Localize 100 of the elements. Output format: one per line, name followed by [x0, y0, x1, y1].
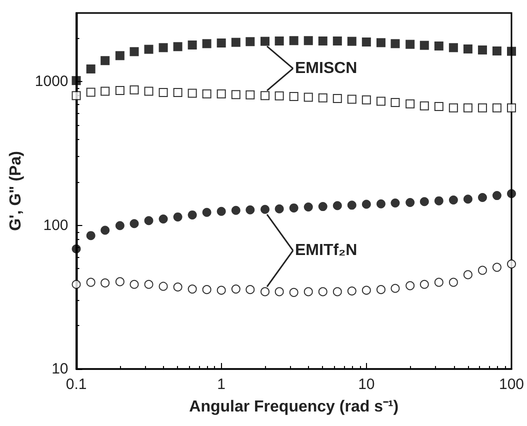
point: [260, 287, 270, 296]
point: [100, 226, 110, 235]
point: [376, 38, 386, 48]
point: [318, 36, 328, 46]
point: [246, 285, 255, 294]
point: [115, 86, 124, 96]
point: [202, 39, 212, 48]
point: [448, 195, 458, 204]
point: [448, 278, 458, 287]
point: [492, 262, 502, 272]
point: [347, 94, 356, 104]
point: [188, 40, 197, 50]
point: [406, 40, 415, 49]
y-tick-label: 100: [43, 216, 68, 234]
point: [376, 96, 386, 106]
point: [173, 212, 182, 222]
point: [347, 286, 356, 296]
point: [274, 204, 284, 214]
point: [463, 270, 472, 280]
point: [158, 43, 168, 52]
y-axis-title: G', G" (Pa): [8, 151, 24, 231]
point: [72, 76, 81, 86]
point: [463, 194, 472, 204]
point: [347, 36, 356, 46]
point: [406, 99, 415, 108]
point: [448, 103, 458, 112]
point: [231, 284, 240, 294]
point: [420, 197, 429, 206]
point: [188, 284, 197, 294]
point: [100, 56, 110, 66]
point: [463, 44, 472, 54]
point: [318, 202, 328, 212]
point: [289, 203, 298, 212]
x-tick-label: 0.1: [66, 376, 87, 393]
point: [130, 219, 139, 228]
point: [390, 98, 400, 108]
point: [390, 39, 400, 48]
point: [246, 90, 255, 100]
x-tick-label: 100: [498, 376, 524, 393]
point: [216, 89, 226, 98]
point: [86, 231, 96, 240]
point: [158, 214, 168, 224]
x-tick-label: 10: [358, 376, 375, 393]
point: [304, 202, 313, 212]
point: [362, 95, 371, 104]
point: [434, 278, 444, 287]
point: [231, 38, 240, 47]
point: [86, 88, 96, 97]
annotation: EMISCN: [295, 60, 358, 77]
point: [304, 36, 313, 46]
point: [332, 36, 342, 46]
point: [332, 94, 342, 104]
point: [492, 103, 502, 112]
point: [289, 36, 298, 46]
point: [362, 38, 371, 47]
point: [304, 287, 313, 296]
point: [332, 287, 342, 296]
point: [86, 278, 96, 287]
point: [188, 88, 197, 98]
point: [188, 210, 197, 220]
point: [231, 206, 240, 215]
point: [260, 91, 270, 100]
point: [478, 103, 487, 112]
point: [100, 278, 110, 288]
point: [506, 103, 516, 112]
point: [434, 42, 444, 51]
point: [274, 36, 284, 46]
point: [390, 284, 400, 293]
point: [260, 204, 270, 214]
point: [318, 93, 328, 102]
point: [144, 86, 154, 96]
point: [362, 200, 371, 209]
point: [289, 288, 298, 297]
point: [72, 280, 81, 289]
x-tick-label: 1: [217, 376, 226, 393]
point: [478, 193, 487, 202]
point: [274, 91, 284, 100]
point: [478, 45, 487, 54]
point: [72, 91, 81, 100]
y-tick-label: 1000: [34, 73, 68, 90]
point: [100, 86, 110, 96]
point: [390, 198, 400, 208]
point: [158, 88, 168, 98]
point: [304, 92, 313, 102]
point: [158, 282, 168, 291]
point: [202, 285, 212, 294]
point: [130, 47, 139, 56]
point: [246, 37, 255, 46]
point: [289, 92, 298, 102]
point: [492, 191, 502, 200]
point: [216, 206, 226, 216]
point: [506, 189, 516, 198]
point: [448, 43, 458, 52]
point: [144, 216, 154, 226]
point: [420, 101, 429, 110]
annotation: EMITf₂N: [295, 242, 358, 260]
point: [115, 277, 124, 286]
point: [376, 199, 386, 208]
point: [173, 42, 182, 52]
point: [420, 280, 429, 289]
